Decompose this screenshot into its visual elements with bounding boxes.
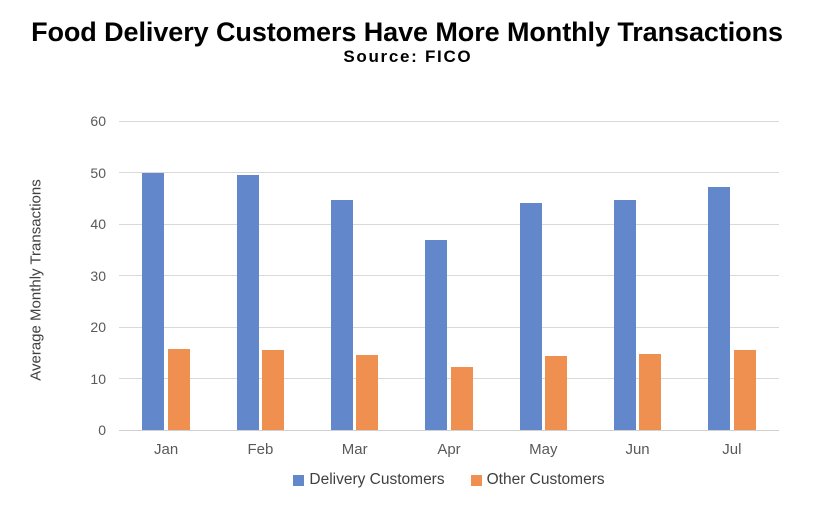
x-tick-label-jul: Jul — [722, 441, 742, 458]
x-tick-label-mar: Mar — [341, 441, 368, 458]
bar-mar-delivery — [330, 200, 353, 430]
y-tick-label-60: 60 — [90, 113, 106, 129]
y-axis-title-text: Average Monthly Transactions — [27, 179, 45, 381]
bar-may-other — [545, 355, 568, 430]
bar-mar-other — [356, 354, 379, 430]
legend-label: Other Customers — [486, 471, 605, 488]
bar-apr-other — [450, 366, 473, 430]
bar-jan-other — [167, 348, 190, 430]
x-tick-label-may: May — [529, 441, 558, 458]
bar-jul-other — [733, 350, 756, 430]
bar-jan-delivery — [142, 172, 165, 430]
bar-jun-delivery — [613, 200, 636, 430]
x-tick-label-jan: Jan — [154, 441, 179, 458]
legend-item-delivery-customers: Delivery Customers — [293, 471, 445, 489]
gridline-60 — [119, 120, 779, 122]
gridline-40 — [119, 223, 779, 225]
gridline-50 — [119, 172, 779, 173]
legend-label: Delivery Customers — [309, 471, 445, 488]
gridline-10 — [119, 378, 779, 379]
y-tick-label-30: 30 — [90, 267, 106, 284]
y-tick-label-0: 0 — [98, 422, 106, 438]
bar-feb-delivery — [236, 174, 259, 430]
y-tick-label-40: 40 — [90, 216, 106, 232]
y-tick-label-10: 10 — [90, 370, 106, 387]
gridline-30 — [119, 275, 779, 276]
chart-header: Food Delivery Customers Have More Monthl… — [0, 0, 814, 67]
y-tick-label-50: 50 — [90, 164, 106, 181]
chart-subtitle: Source: FICO — [343, 47, 473, 66]
bar-feb-other — [262, 350, 285, 430]
y-tick-label-20: 20 — [90, 319, 106, 335]
chart-title: Food Delivery Customers Have More Monthl… — [31, 17, 783, 47]
x-tick-label-apr: Apr — [437, 441, 461, 458]
legend: Delivery Customers Other Customers — [119, 471, 779, 489]
legend-swatch-icon — [293, 474, 305, 486]
x-tick-label-feb: Feb — [247, 441, 274, 458]
gridline-20 — [119, 326, 779, 328]
gridline-0 — [119, 429, 779, 431]
x-tick-label-jun: Jun — [625, 441, 650, 458]
bar-may-delivery — [519, 202, 542, 430]
bar-jun-other — [639, 353, 662, 430]
legend-item-other-customers: Other Customers — [470, 471, 605, 489]
bar-apr-delivery — [425, 240, 448, 430]
legend-swatch-icon — [470, 474, 482, 486]
bar-jul-delivery — [708, 187, 731, 430]
